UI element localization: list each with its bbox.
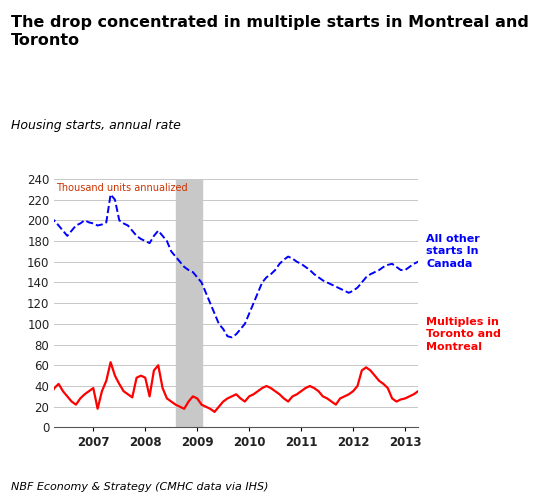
Text: Housing starts, annual rate: Housing starts, annual rate: [11, 119, 181, 132]
Text: NBF Economy & Strategy (CMHC data via IHS): NBF Economy & Strategy (CMHC data via IH…: [11, 482, 268, 492]
Text: Multiples in
Toronto and
Montreal: Multiples in Toronto and Montreal: [426, 317, 501, 352]
Bar: [175, 179, 201, 427]
Text: The drop concentrated in multiple starts in Montreal and
Toronto: The drop concentrated in multiple starts…: [11, 15, 529, 48]
Text: All other
starts In
Canada: All other starts In Canada: [426, 234, 480, 269]
Text: Thousand units annualized: Thousand units annualized: [56, 183, 187, 193]
